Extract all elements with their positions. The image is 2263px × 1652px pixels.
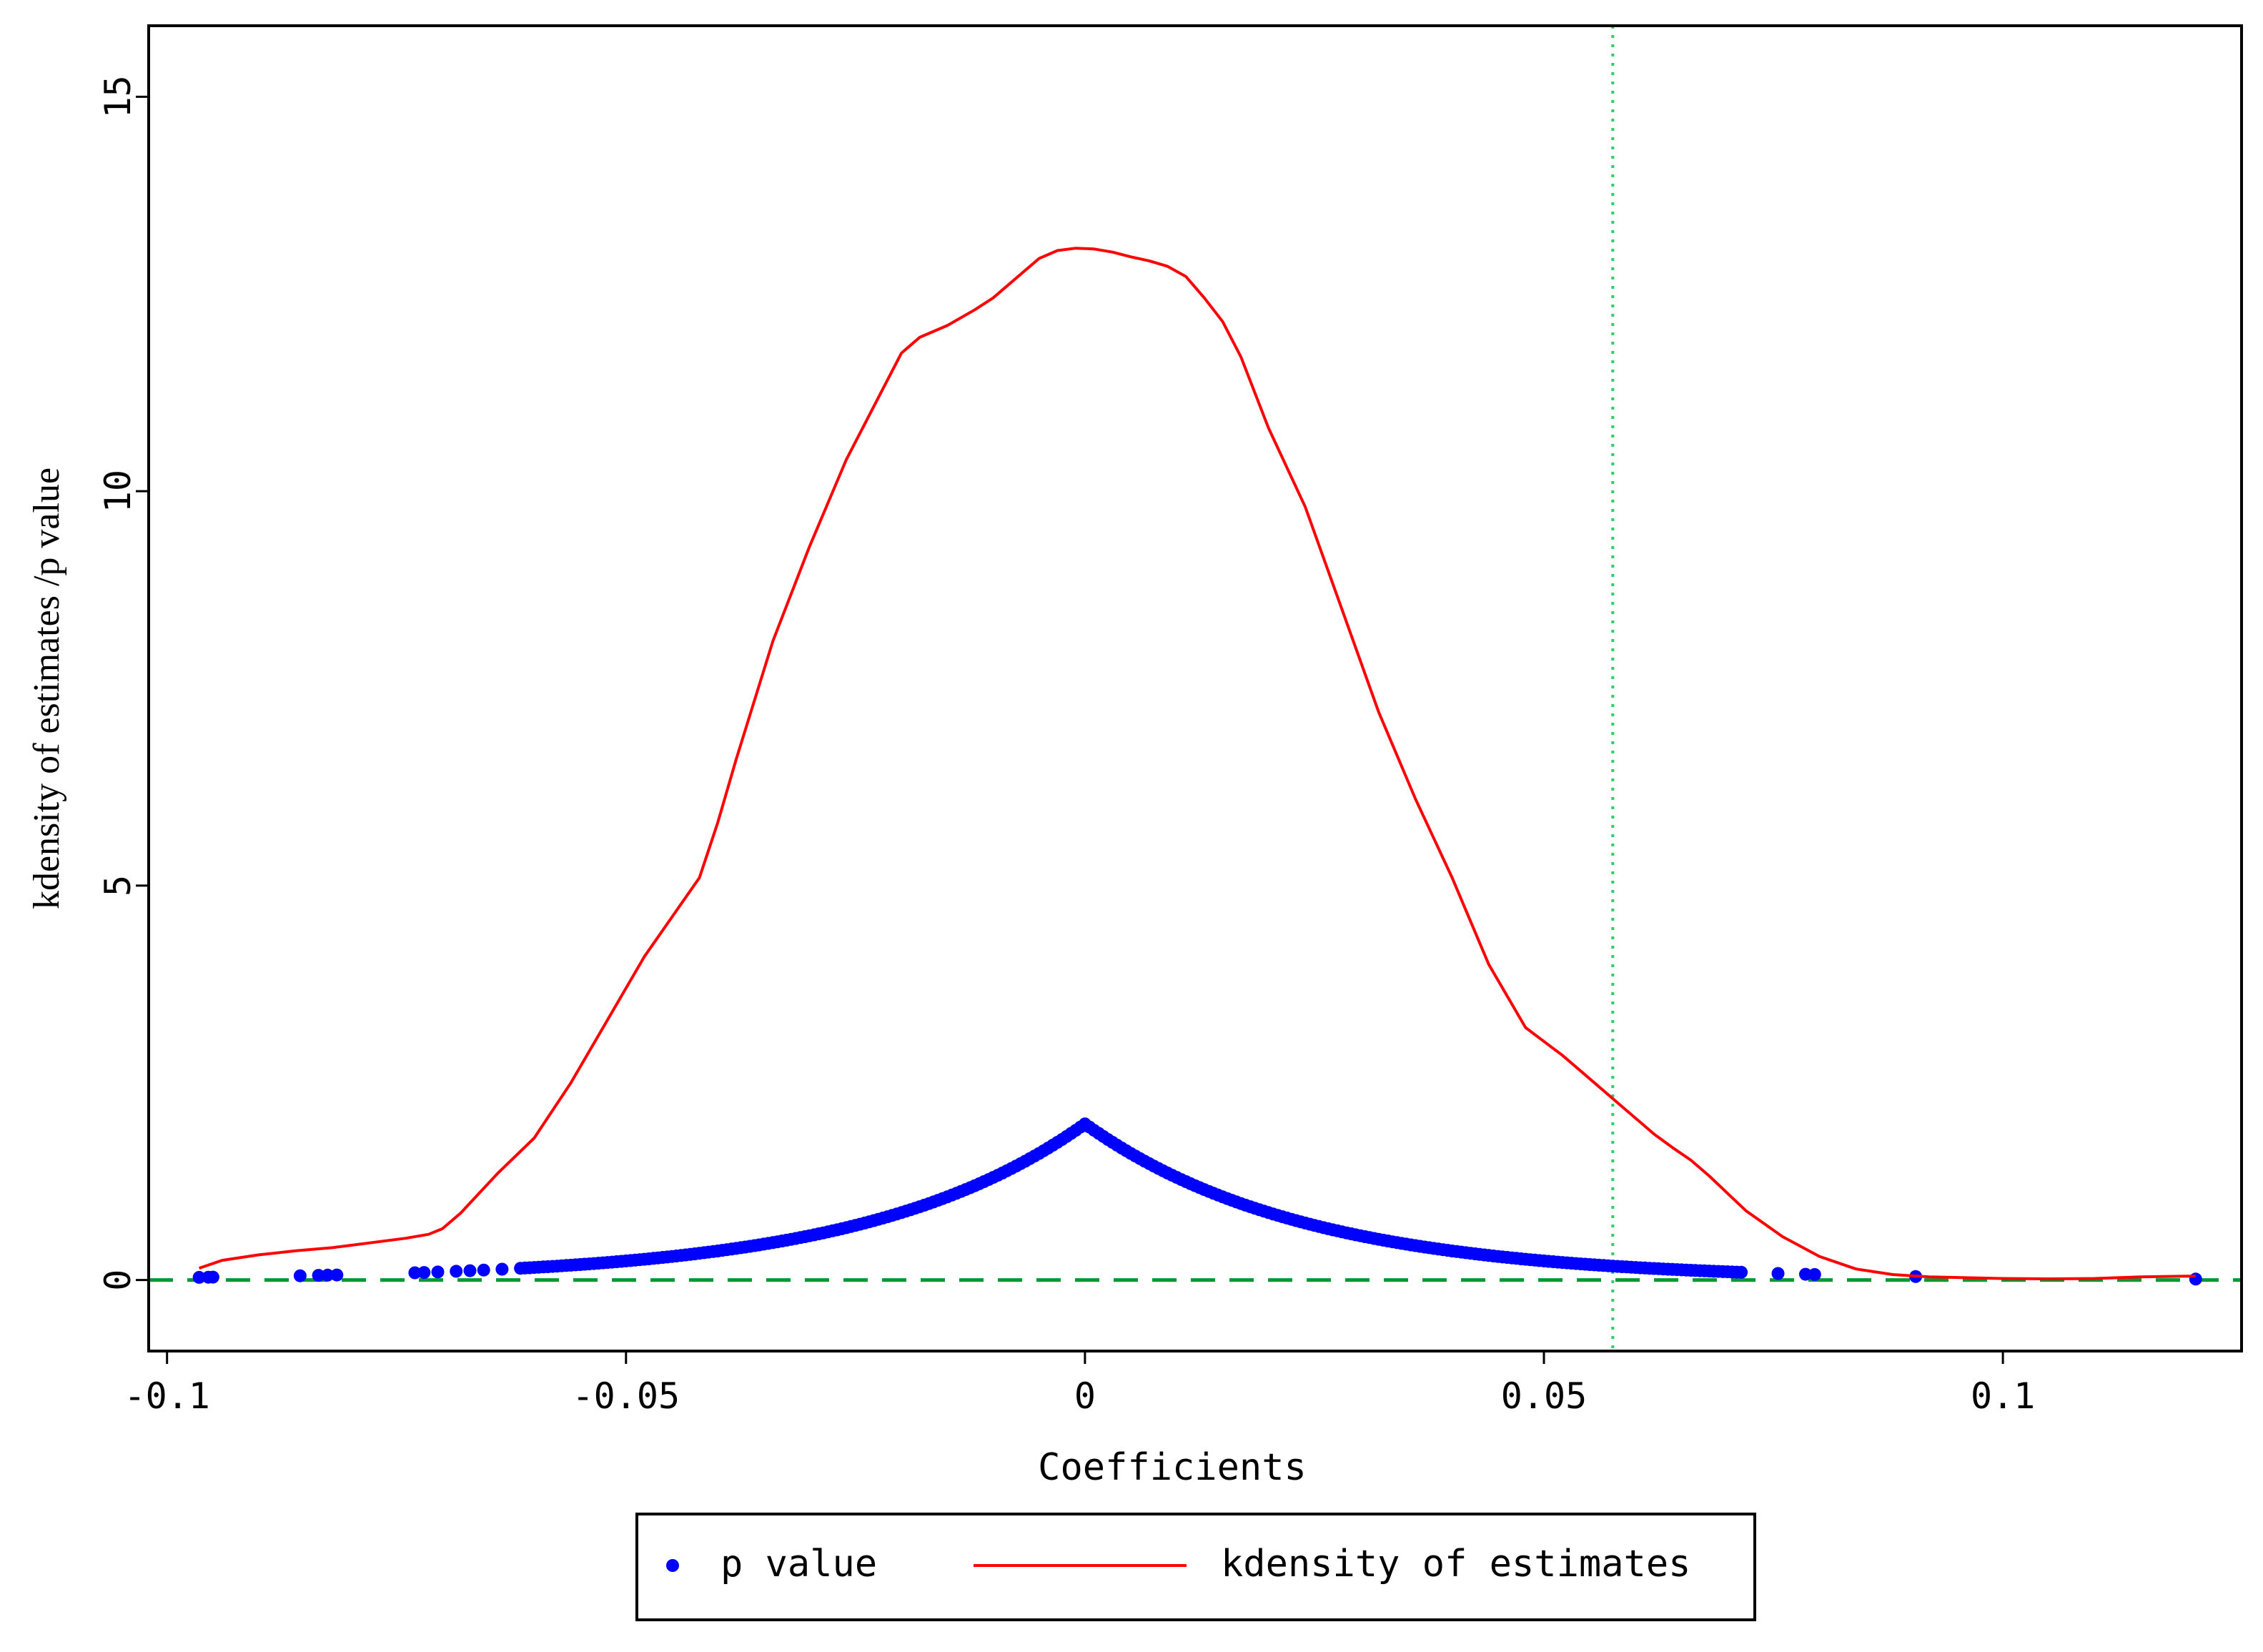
y-tick-label: 5 xyxy=(97,875,139,896)
p-value-point xyxy=(330,1268,344,1282)
p-value-point xyxy=(431,1265,445,1279)
y-tick-label: 10 xyxy=(97,470,139,513)
y-tick-label: 15 xyxy=(97,75,139,118)
p-value-point xyxy=(477,1263,490,1277)
p-value-point xyxy=(321,1268,335,1282)
x-tick-label: -0.1 xyxy=(124,1375,209,1417)
p-value-point xyxy=(1735,1265,1748,1279)
x-tick-label: -0.05 xyxy=(573,1375,680,1417)
p-value-point xyxy=(417,1266,431,1280)
p-value-point xyxy=(1808,1267,1821,1281)
y-tick-label: 0 xyxy=(97,1270,139,1291)
p-value-point xyxy=(495,1262,509,1276)
x-tick-label: 0 xyxy=(1074,1375,1096,1417)
legend: p value kdensity of estimates xyxy=(635,1513,1756,1621)
p-value-point xyxy=(2189,1272,2202,1286)
p-value-point xyxy=(312,1269,325,1282)
p-value-point xyxy=(1771,1267,1785,1280)
x-tick-label: 0.05 xyxy=(1501,1375,1587,1417)
series-p-value xyxy=(192,1117,2202,1286)
p-value-point xyxy=(206,1270,219,1284)
x-tick-label: 0.1 xyxy=(1971,1375,2035,1417)
plot-frame xyxy=(147,24,2243,1352)
legend-label-p-value: p value xyxy=(721,1543,877,1586)
p-value-point xyxy=(450,1265,463,1278)
p-value-point xyxy=(463,1264,477,1277)
legend-marker-p-value xyxy=(666,1559,679,1572)
y-axis-title: kdensity of estimates /p value xyxy=(26,468,67,909)
plot-area xyxy=(149,26,2242,1351)
y-axis: 0 5 10 15 xyxy=(97,75,149,1291)
series-kdensity-line xyxy=(198,247,2196,1280)
legend-label-kdensity: kdensity of estimates xyxy=(1221,1543,1690,1586)
p-value-point xyxy=(293,1269,307,1282)
legend-box xyxy=(635,1513,1756,1621)
x-axis-title: Coefficients xyxy=(1038,1446,1307,1489)
p-value-point xyxy=(1799,1267,1812,1281)
x-axis: -0.1 -0.05 0 0.05 0.1 xyxy=(124,1351,2035,1417)
p-value-point xyxy=(408,1266,422,1280)
p-value-point xyxy=(192,1270,206,1284)
